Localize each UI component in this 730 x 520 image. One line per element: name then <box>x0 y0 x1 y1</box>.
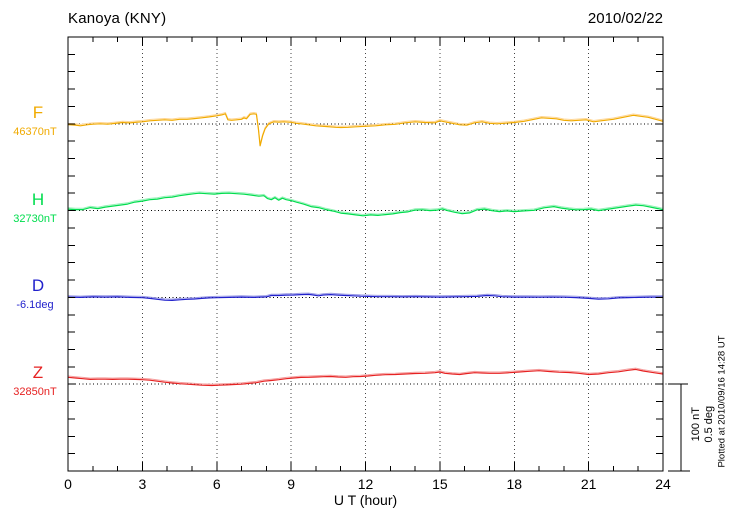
x-tick-label: 3 <box>138 476 147 492</box>
scale-bar-label-nt: 100 nT <box>689 407 702 442</box>
page-title: Kanoya (KNY) <box>68 10 167 27</box>
x-tick-label: 21 <box>580 476 597 492</box>
x-tick-label: 0 <box>64 476 72 492</box>
trace-H-light <box>67 191 664 216</box>
channel-Z-baseline-value: 32850nT <box>13 386 57 399</box>
trace-D <box>67 293 663 301</box>
channel-F-label: F <box>32 102 44 122</box>
channel-H-baseline-value: 32730nT <box>13 212 57 225</box>
trace-F <box>67 113 664 147</box>
x-tick-label: 15 <box>432 476 448 492</box>
x-tick-label: 12 <box>357 476 374 492</box>
x-tick-label: 24 <box>655 476 671 492</box>
trace-F-light <box>67 111 664 145</box>
scale-bar-label: 100 nT 0.5 deg <box>690 402 716 446</box>
trace-D-light <box>67 292 663 300</box>
plotted-at-note: Plotted at 2010/09/16 14:28 UT <box>716 335 728 468</box>
trace-Z <box>67 368 664 387</box>
channel-D-label: D <box>31 276 45 296</box>
x-tick-label: 18 <box>506 476 523 492</box>
channel-H-label: H <box>31 189 45 209</box>
x-axis-title: U T (hour) <box>333 492 398 508</box>
trace-H <box>67 192 664 217</box>
date-label: 2010/02/22 <box>587 10 663 27</box>
channel-D-baseline-value: -6.1deg <box>16 299 54 312</box>
channel-F-baseline-value: 46370nT <box>13 125 57 138</box>
x-tick-label: 6 <box>212 476 221 492</box>
channel-Z-label: Z <box>32 363 44 383</box>
scale-bar-label-deg: 0.5 deg <box>703 405 715 443</box>
x-tick-label: 9 <box>287 476 296 492</box>
trace-Z-light <box>67 367 664 385</box>
